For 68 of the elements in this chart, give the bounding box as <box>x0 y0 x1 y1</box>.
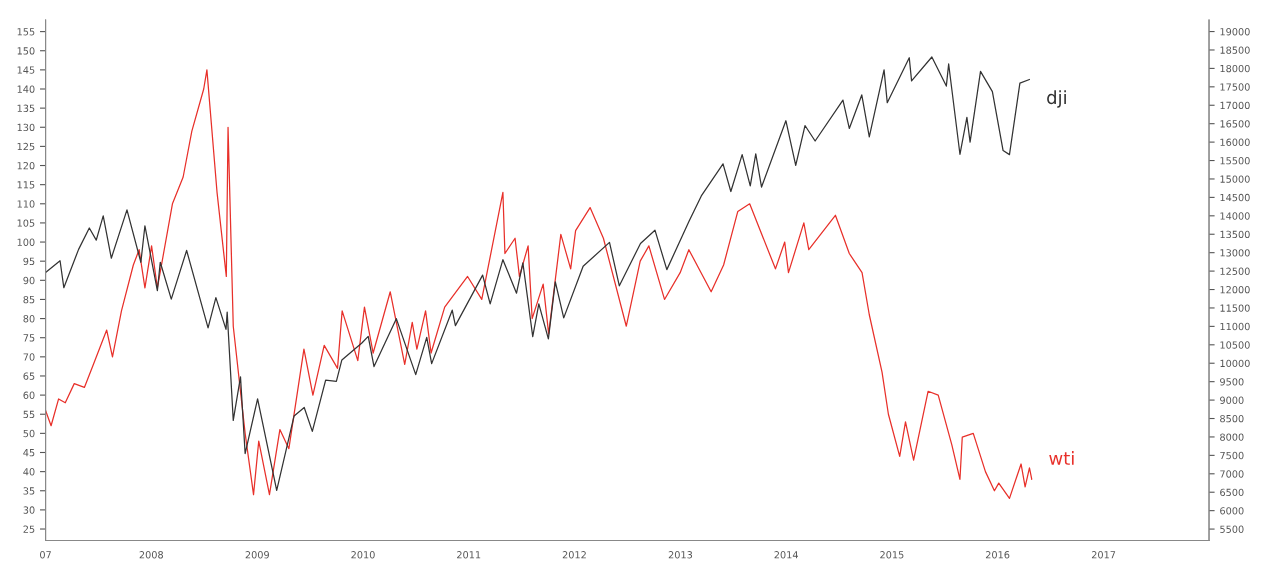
y-tick-label: 50 <box>23 429 35 438</box>
y-tick-label: 40 <box>23 468 35 476</box>
y-tick-label: 100 <box>17 238 35 246</box>
series-label: dji <box>1047 90 1066 108</box>
y-tick-label: 90 <box>23 276 35 285</box>
y-tick-label: 45 <box>23 449 35 457</box>
y-tick-label: 25 <box>23 525 35 533</box>
y-tick-label: 75 <box>23 334 35 342</box>
y-tick-label: 95 <box>23 257 35 266</box>
y-tick-label: 65 <box>23 372 35 380</box>
x-tick-label: 2012 <box>562 551 586 559</box>
y-tick-label: 60 <box>23 391 35 399</box>
y2-tick-label: 7500 <box>1220 451 1244 460</box>
y2-tick-label: 16500 <box>1220 120 1250 128</box>
y2-tick-label: 12500 <box>1220 267 1250 275</box>
y2-tick-label: 10500 <box>1220 341 1250 349</box>
y-tick-label: 120 <box>17 162 35 170</box>
y2-tick-label: 11500 <box>1220 304 1250 312</box>
y-tick-label: 140 <box>17 85 35 93</box>
y2-tick-label: 8000 <box>1220 433 1244 441</box>
x-tick-label: 2013 <box>668 551 693 559</box>
y-tick-label: 30 <box>23 506 35 514</box>
x-tick-label: 2008 <box>139 551 163 559</box>
y-tick-label: 135 <box>17 104 35 112</box>
y2-tick-label: 12000 <box>1220 286 1250 294</box>
y-tick-label: 145 <box>17 66 35 74</box>
y2-tick-label: 14500 <box>1220 193 1250 202</box>
y-tick-label: 70 <box>23 353 35 361</box>
y-tick-label: 155 <box>17 28 35 36</box>
y2-tick-label: 14000 <box>1220 212 1250 220</box>
x-tick-label: 2011 <box>457 551 481 559</box>
x-tick-label: 2010 <box>351 551 375 559</box>
y-tick-label: 110 <box>17 200 35 208</box>
x-tick-label: 2015 <box>880 551 904 559</box>
y2-tick-label: 18500 <box>1220 46 1250 54</box>
x-tick-label: 07 <box>40 551 51 559</box>
y2-tick-label: 17500 <box>1220 83 1250 91</box>
y2-tick-label: 13500 <box>1220 230 1250 239</box>
y-tick-label: 150 <box>17 47 35 55</box>
y2-tick-label: 9500 <box>1220 378 1244 386</box>
x-tick-label: 2014 <box>774 551 798 559</box>
y-tick-label: 125 <box>17 142 35 151</box>
y2-tick-label: 16000 <box>1220 138 1250 146</box>
y2-tick-label: 15000 <box>1220 175 1250 183</box>
y-tick-label: 35 <box>23 487 35 495</box>
y2-tick-label: 5500 <box>1220 525 1244 533</box>
y2-tick-label: 10000 <box>1220 359 1250 368</box>
y2-tick-label: 8500 <box>1220 414 1244 423</box>
y2-tick-label: 7000 <box>1220 470 1244 478</box>
x-tick-label: 2016 <box>985 551 1010 559</box>
y-tick-label: 115 <box>17 181 35 189</box>
y-tick-label: 55 <box>23 410 35 419</box>
y2-tick-label: 6500 <box>1220 488 1244 497</box>
series-label: wti <box>1049 451 1074 465</box>
y-tick-label: 85 <box>23 295 35 304</box>
y-tick-label: 130 <box>17 123 35 132</box>
y2-tick-label: 13000 <box>1220 249 1250 257</box>
x-tick-label: 2017 <box>1091 551 1116 559</box>
y-tick-label: 105 <box>17 219 35 227</box>
x-tick-label: 2009 <box>245 551 269 559</box>
y2-tick-label: 6000 <box>1220 507 1244 515</box>
y2-tick-label: 19000 <box>1220 28 1250 36</box>
y2-tick-label: 17000 <box>1220 101 1250 110</box>
y2-tick-label: 11000 <box>1220 322 1250 331</box>
y-tick-label: 80 <box>23 315 35 323</box>
y2-tick-label: 15500 <box>1220 157 1250 165</box>
y2-tick-label: 9000 <box>1220 396 1244 404</box>
y2-tick-label: 18000 <box>1220 64 1250 73</box>
